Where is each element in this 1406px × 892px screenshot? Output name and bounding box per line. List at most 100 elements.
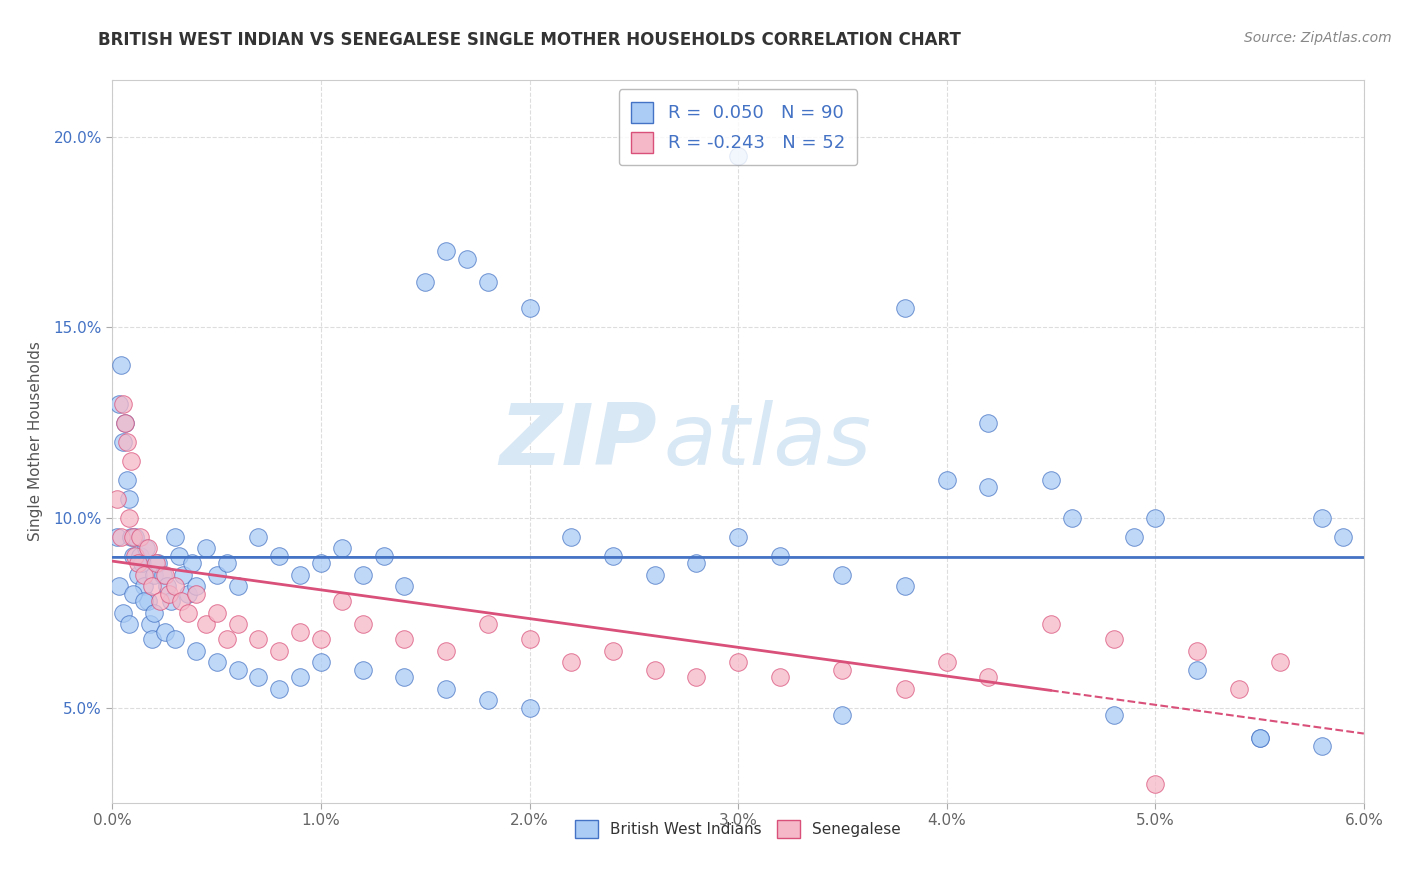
Point bbox=[394, 670, 416, 684]
Point bbox=[1102, 632, 1125, 647]
Point bbox=[309, 655, 332, 669]
Text: Source: ZipAtlas.com: Source: ZipAtlas.com bbox=[1244, 31, 1392, 45]
Point bbox=[160, 594, 183, 608]
Point bbox=[176, 587, 198, 601]
Point bbox=[118, 617, 141, 632]
Point bbox=[727, 149, 749, 163]
Point bbox=[127, 567, 149, 582]
Point bbox=[1039, 473, 1063, 487]
Point bbox=[172, 567, 194, 582]
Point bbox=[394, 632, 416, 647]
Point bbox=[352, 617, 374, 632]
Point bbox=[115, 434, 138, 449]
Point bbox=[477, 275, 499, 289]
Legend: British West Indians, Senegalese: British West Indians, Senegalese bbox=[568, 813, 908, 846]
Point bbox=[205, 655, 228, 669]
Point bbox=[180, 556, 202, 570]
Point bbox=[290, 567, 312, 582]
Point bbox=[165, 579, 187, 593]
Point bbox=[352, 663, 374, 677]
Point bbox=[1039, 617, 1063, 632]
Point bbox=[111, 606, 134, 620]
Point bbox=[226, 663, 249, 677]
Point bbox=[176, 606, 198, 620]
Point bbox=[685, 556, 707, 570]
Point bbox=[434, 244, 457, 259]
Point bbox=[184, 643, 207, 657]
Point bbox=[352, 567, 374, 582]
Point bbox=[1060, 510, 1083, 524]
Point bbox=[122, 587, 145, 601]
Point bbox=[394, 579, 416, 593]
Point bbox=[1227, 681, 1250, 696]
Point bbox=[118, 510, 141, 524]
Point bbox=[769, 549, 792, 563]
Point bbox=[148, 556, 170, 570]
Point bbox=[124, 549, 146, 563]
Point bbox=[1185, 643, 1208, 657]
Point bbox=[118, 491, 141, 506]
Point bbox=[560, 530, 582, 544]
Point bbox=[128, 530, 150, 544]
Point bbox=[477, 693, 499, 707]
Point bbox=[977, 416, 1000, 430]
Point bbox=[309, 556, 332, 570]
Point bbox=[247, 670, 270, 684]
Point bbox=[831, 663, 853, 677]
Point bbox=[107, 579, 129, 593]
Point bbox=[309, 632, 332, 647]
Text: BRITISH WEST INDIAN VS SENEGALESE SINGLE MOTHER HOUSEHOLDS CORRELATION CHART: BRITISH WEST INDIAN VS SENEGALESE SINGLE… bbox=[98, 31, 962, 49]
Point bbox=[894, 579, 917, 593]
Point bbox=[111, 434, 134, 449]
Point bbox=[1102, 708, 1125, 723]
Point bbox=[519, 301, 541, 316]
Point bbox=[269, 549, 291, 563]
Point bbox=[167, 549, 190, 563]
Point bbox=[560, 655, 582, 669]
Point bbox=[170, 594, 193, 608]
Point bbox=[143, 606, 166, 620]
Point bbox=[114, 416, 136, 430]
Point bbox=[519, 632, 541, 647]
Point bbox=[935, 655, 957, 669]
Point bbox=[153, 624, 176, 639]
Point bbox=[132, 579, 155, 593]
Point bbox=[330, 541, 353, 555]
Point bbox=[1310, 739, 1333, 753]
Point bbox=[195, 617, 218, 632]
Text: ZIP: ZIP bbox=[499, 400, 657, 483]
Point bbox=[105, 530, 128, 544]
Point bbox=[184, 579, 207, 593]
Point bbox=[165, 530, 187, 544]
Point bbox=[226, 617, 249, 632]
Point bbox=[153, 567, 176, 582]
Point bbox=[136, 541, 159, 555]
Point bbox=[205, 606, 228, 620]
Point bbox=[644, 663, 666, 677]
Point bbox=[120, 453, 142, 467]
Point bbox=[1249, 731, 1271, 746]
Point bbox=[132, 567, 155, 582]
Text: atlas: atlas bbox=[664, 400, 872, 483]
Point bbox=[107, 396, 129, 410]
Point bbox=[120, 530, 142, 544]
Point bbox=[127, 556, 149, 570]
Point bbox=[434, 643, 457, 657]
Point bbox=[247, 632, 270, 647]
Point bbox=[135, 541, 157, 555]
Point bbox=[157, 587, 180, 601]
Point bbox=[247, 530, 270, 544]
Point bbox=[128, 549, 150, 563]
Point bbox=[217, 632, 239, 647]
Point bbox=[105, 491, 128, 506]
Point bbox=[602, 549, 624, 563]
Point bbox=[141, 579, 163, 593]
Point bbox=[519, 700, 541, 714]
Point bbox=[122, 549, 145, 563]
Point bbox=[111, 396, 134, 410]
Point bbox=[131, 556, 153, 570]
Point bbox=[977, 480, 1000, 494]
Point bbox=[373, 549, 395, 563]
Point bbox=[122, 530, 145, 544]
Y-axis label: Single Mother Households: Single Mother Households bbox=[28, 342, 42, 541]
